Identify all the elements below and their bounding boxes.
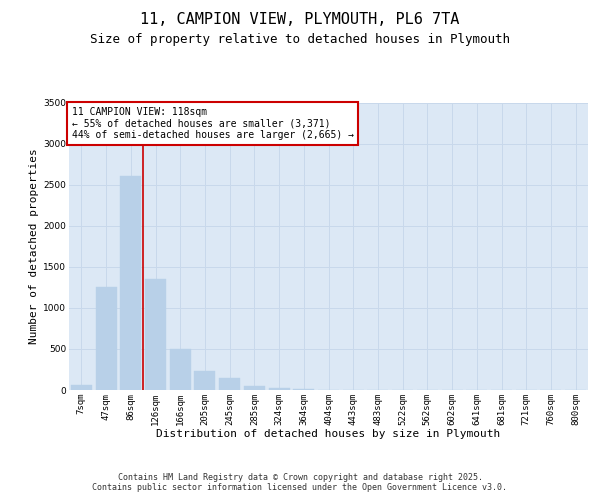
- Bar: [269, 388, 290, 390]
- X-axis label: Distribution of detached houses by size in Plymouth: Distribution of detached houses by size …: [157, 429, 500, 439]
- Bar: [244, 386, 265, 390]
- Bar: [145, 279, 166, 390]
- Bar: [120, 176, 141, 390]
- Bar: [194, 371, 215, 390]
- Bar: [219, 378, 240, 390]
- Bar: [71, 385, 92, 390]
- Text: 11, CAMPION VIEW, PLYMOUTH, PL6 7TA: 11, CAMPION VIEW, PLYMOUTH, PL6 7TA: [140, 12, 460, 28]
- Text: Size of property relative to detached houses in Plymouth: Size of property relative to detached ho…: [90, 32, 510, 46]
- Bar: [293, 389, 314, 390]
- Y-axis label: Number of detached properties: Number of detached properties: [29, 148, 39, 344]
- Bar: [95, 288, 116, 390]
- Bar: [170, 349, 191, 390]
- Text: Contains HM Land Registry data © Crown copyright and database right 2025.
Contai: Contains HM Land Registry data © Crown c…: [92, 473, 508, 492]
- Text: 11 CAMPION VIEW: 118sqm
← 55% of detached houses are smaller (3,371)
44% of semi: 11 CAMPION VIEW: 118sqm ← 55% of detache…: [71, 107, 353, 140]
